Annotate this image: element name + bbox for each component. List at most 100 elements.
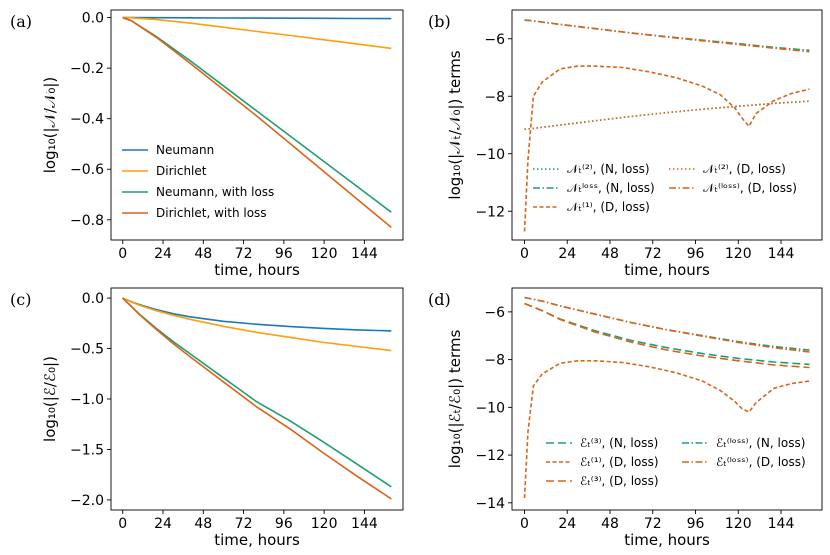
legend-label: 𝒩ₜ⁽ˡᵒˢˢ⁾, (D, loss)	[703, 181, 797, 195]
x-tick-label: 48	[601, 246, 619, 262]
panel-c-chart: (c) 0 24 48 72 96 120 144 0.0 −0.5 −1.0 −1.5 −2.0 tim…	[10, 287, 404, 549]
y-tick-label: −2.0	[70, 493, 104, 509]
series-line-1	[524, 302, 810, 366]
x-tick-label: 96	[687, 246, 705, 262]
legend-label: Neumann	[156, 143, 214, 157]
x-tick-label: 0	[520, 516, 529, 532]
panel-a-chart: (a) 0 24 48 72 96 120 144 0.0 −0.2 −0.4 −0.6 −0.8 tim…	[10, 9, 404, 279]
legend-label: ℰₜ⁽³⁾, (N, loss)	[580, 436, 658, 450]
legend-label: ℰₜ⁽¹⁾, (D, loss)	[580, 455, 659, 469]
y-tick-label: −1.0	[70, 392, 104, 408]
y-tick-label: −12	[475, 204, 505, 220]
y-tick-label: −1.5	[70, 442, 104, 458]
y-tick-label: −10	[475, 147, 505, 163]
y-tick-label: −0.5	[70, 342, 104, 358]
x-tick-label: 144	[351, 516, 378, 532]
legend: 𝒩ₜ⁽²⁾, (N, loss) 𝒩ₜˡᵒˢˢ, (N, loss) 𝒩ₜ⁽¹⁾, …	[533, 162, 797, 214]
x-tick-label: 0	[118, 516, 127, 532]
series-line-5	[524, 296, 810, 353]
x-tick-label: 144	[351, 246, 378, 262]
series-line-3	[524, 302, 810, 369]
axes-frame	[511, 9, 823, 241]
x-tick-label: 24	[558, 246, 576, 262]
series-line-1	[122, 297, 392, 332]
x-tick-label: 24	[154, 516, 172, 532]
x-tick-label: 72	[235, 516, 253, 532]
panel-d-chart: (d) 0 24 48 72 96 120 144 −6 −8 −10 −12 −14 time, hou…	[428, 287, 823, 549]
series-line-3	[523, 65, 810, 232]
series-line-2	[523, 360, 810, 499]
series-line-3	[122, 16, 392, 213]
legend-label: Dirichlet, with loss	[156, 206, 267, 220]
y-axis-label: log₁₀(|𝒩ₜ/𝒩₀|) terms	[446, 50, 464, 199]
y-axis-label: log₁₀(|ℰₜ/ℰ₀|) terms	[446, 330, 464, 469]
series-line-4	[524, 100, 810, 131]
x-tick-label: 72	[644, 516, 662, 532]
y-axis-label: log₁₀(|𝒩/𝒩₀|)	[41, 77, 59, 174]
y-tick-label: −6	[484, 32, 505, 48]
panel-label: (a)	[10, 12, 32, 31]
x-tick-label: 24	[558, 516, 576, 532]
legend-label: Dirichlet	[156, 164, 207, 178]
legend-label: 𝒩ₜ⁽¹⁾, (D, loss)	[567, 200, 650, 214]
x-tick-label: 120	[311, 516, 338, 532]
x-axis-label: time, hours	[624, 531, 710, 549]
x-axis-label: time, hours	[214, 531, 300, 549]
panel-label: (d)	[428, 290, 451, 309]
y-tick-label: −6	[484, 305, 505, 321]
x-tick-label: 144	[768, 246, 795, 262]
x-tick-label: 48	[194, 246, 212, 262]
x-tick-label: 48	[601, 516, 619, 532]
y-tick-label: −8	[484, 89, 505, 105]
x-tick-label: 48	[194, 516, 212, 532]
x-tick-label: 120	[311, 246, 338, 262]
x-tick-label: 96	[275, 516, 293, 532]
legend-label: 𝒩ₜ⁽²⁾, (D, loss)	[703, 162, 786, 176]
y-tick-label: −12	[475, 448, 505, 464]
x-tick-label: 120	[725, 246, 752, 262]
x-tick-label: 24	[154, 246, 172, 262]
axes-frame	[110, 9, 404, 241]
x-tick-label: 120	[725, 516, 752, 532]
series-line-4	[122, 297, 392, 500]
legend-label: ℰₜ⁽ˡᵒˢˢ⁾, (N, loss)	[716, 436, 805, 450]
x-tick-label: 96	[275, 246, 293, 262]
y-tick-label: −0.4	[70, 112, 104, 128]
legend-label: 𝒩ₜˡᵒˢˢ, (N, loss)	[567, 181, 655, 195]
x-tick-label: 72	[235, 246, 253, 262]
y-tick-label: −14	[475, 496, 505, 512]
series-line-2	[122, 297, 392, 352]
legend: ℰₜ⁽³⁾, (N, loss) ℰₜ⁽¹⁾, (D, loss) ℰₜ⁽³⁾, (…	[546, 436, 806, 488]
series-line-2	[122, 16, 392, 50]
series-line-4	[524, 296, 810, 351]
legend-label: ℰₜ⁽ˡᵒˢˢ⁾, (D, loss)	[716, 455, 806, 469]
y-tick-label: −0.8	[70, 213, 104, 229]
panel-b-chart: (b) 0 24 48 72 96 120 144 −6 −8 −10 −12 time, hours l…	[428, 9, 823, 279]
y-tick-label: −8	[484, 353, 505, 369]
panel-label: (b)	[428, 12, 451, 31]
series-line-4	[122, 16, 392, 229]
x-tick-label: 96	[687, 516, 705, 532]
y-tick-label: 0.0	[82, 11, 104, 27]
legend: Neumann Dirichlet Neumann, with loss Dirich…	[122, 143, 274, 220]
series-line-5	[524, 19, 810, 53]
y-tick-label: 0.0	[82, 291, 104, 307]
legend-label: Neumann, with loss	[156, 185, 274, 199]
axes-frame	[511, 287, 823, 511]
legend-label: 𝒩ₜ⁽²⁾, (N, loss)	[567, 162, 650, 176]
panel-label: (c)	[10, 290, 31, 309]
y-tick-label: −0.2	[70, 61, 104, 77]
x-tick-label: 0	[520, 246, 529, 262]
y-axis-label: log₁₀(|ℰ/ℰ₀|)	[41, 356, 59, 442]
x-axis-label: time, hours	[624, 261, 710, 279]
legend-label: ℰₜ⁽³⁾, (D, loss)	[580, 474, 659, 488]
x-axis-label: time, hours	[214, 261, 300, 279]
series-line-1	[122, 16, 392, 20]
axes-frame	[110, 287, 404, 511]
y-tick-label: −0.6	[70, 162, 104, 178]
x-tick-label: 72	[644, 246, 662, 262]
x-tick-label: 0	[118, 246, 127, 262]
x-tick-label: 144	[768, 516, 795, 532]
y-tick-label: −10	[475, 400, 505, 416]
